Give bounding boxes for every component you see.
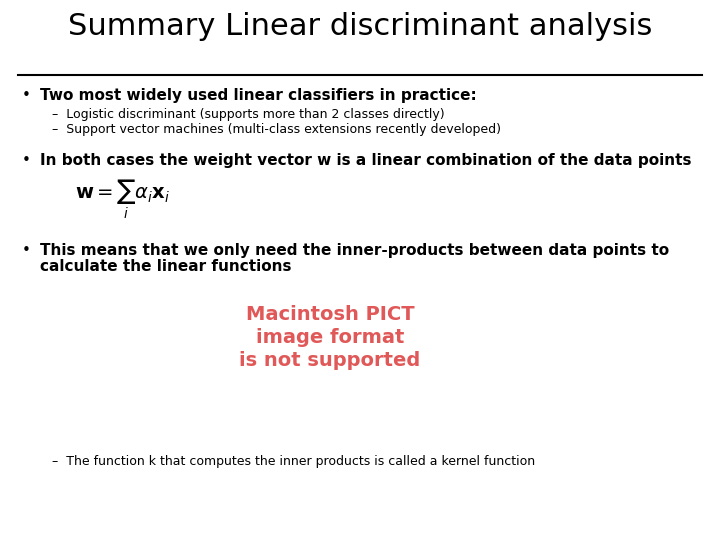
Text: •: •	[22, 153, 31, 168]
Text: This means that we only need the inner-products between data points to: This means that we only need the inner-p…	[40, 243, 669, 258]
Text: In both cases the weight vector w is a linear combination of the data points: In both cases the weight vector w is a l…	[40, 153, 691, 168]
Text: Macintosh PICT: Macintosh PICT	[246, 305, 414, 324]
Text: –  The function k that computes the inner products is called a kernel function: – The function k that computes the inner…	[52, 455, 535, 468]
Text: –  Support vector machines (multi-class extensions recently developed): – Support vector machines (multi-class e…	[52, 123, 501, 136]
Text: Summary Linear discriminant analysis: Summary Linear discriminant analysis	[68, 12, 652, 41]
Text: •: •	[22, 88, 31, 103]
Text: Two most widely used linear classifiers in practice:: Two most widely used linear classifiers …	[40, 88, 477, 103]
Text: •: •	[22, 243, 31, 258]
Text: image format: image format	[256, 328, 404, 347]
Text: –  Logistic discriminant (supports more than 2 classes directly): – Logistic discriminant (supports more t…	[52, 108, 445, 121]
Text: $\mathbf{w} = \sum_i \alpha_i \mathbf{x}_i$: $\mathbf{w} = \sum_i \alpha_i \mathbf{x}…	[75, 178, 171, 221]
Text: is not supported: is not supported	[239, 351, 420, 370]
Text: calculate the linear functions: calculate the linear functions	[40, 259, 292, 274]
